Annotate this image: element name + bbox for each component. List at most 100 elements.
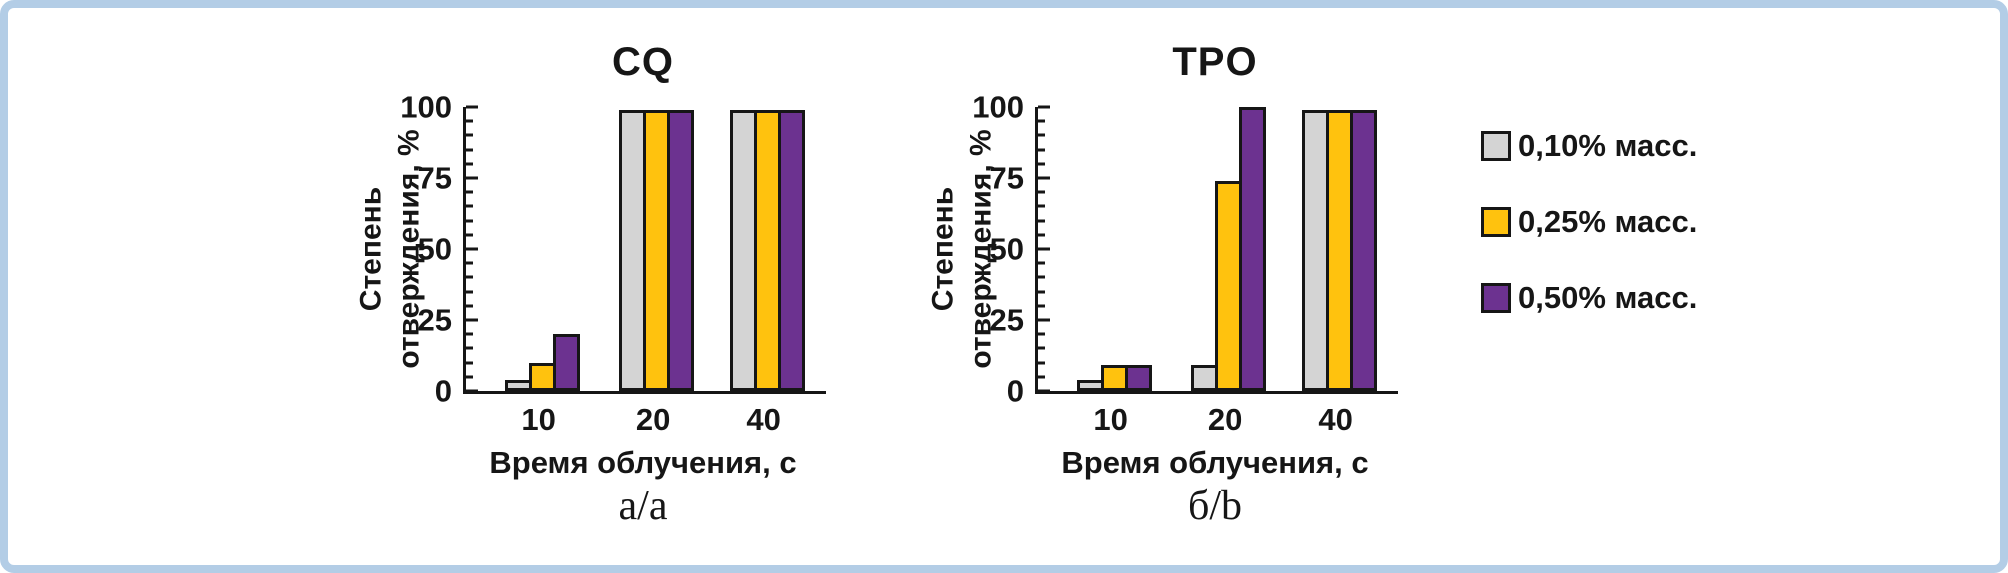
y-minor-tick xyxy=(1038,375,1045,379)
subfigure-caption: б/b xyxy=(1187,483,1243,529)
legend-item: 0,25% масс. xyxy=(1481,204,1697,240)
x-tick-label: 40 xyxy=(746,402,781,437)
y-major-tick xyxy=(466,318,478,322)
y-tick-label: 50 xyxy=(417,231,452,267)
y-minor-tick xyxy=(1038,304,1045,308)
legend: 0,10% масс. 0,25% масс. 0,50% масс. xyxy=(1481,128,1697,356)
bar-group xyxy=(1076,107,1152,391)
y-major-tick xyxy=(1038,318,1050,322)
legend-item: 0,10% масс. xyxy=(1481,128,1697,164)
y-minor-tick xyxy=(1038,275,1045,279)
y-tick-label: 0 xyxy=(434,373,452,409)
y-minor-tick xyxy=(466,332,473,336)
chart-cq: CQ Степень отверждения, % 0 25 50 75 100 10 2… xyxy=(338,26,848,565)
y-tick-labels: 0 25 50 75 100 xyxy=(368,92,452,407)
x-tick-labels: 10 20 40 xyxy=(1035,402,1395,438)
y-tick-label: 0 xyxy=(1006,373,1024,409)
y-minor-tick xyxy=(1038,162,1045,166)
y-minor-tick xyxy=(1038,204,1045,208)
y-minor-tick xyxy=(1038,261,1045,265)
chart-title: TPO xyxy=(1172,40,1258,84)
bar-group xyxy=(619,107,695,391)
y-tick-label: 75 xyxy=(989,160,1024,196)
bar xyxy=(1124,365,1152,391)
y-minor-tick xyxy=(1038,233,1045,237)
bar xyxy=(667,109,695,391)
y-minor-tick xyxy=(466,190,473,194)
bar xyxy=(504,379,532,391)
chart-title: CQ xyxy=(612,40,674,84)
y-major-tick xyxy=(466,105,478,109)
y-major-tick xyxy=(466,176,478,180)
bar xyxy=(1191,365,1219,391)
bar-group xyxy=(504,107,580,391)
y-minor-tick xyxy=(466,290,473,294)
x-tick-labels: 10 20 40 xyxy=(463,402,823,438)
bar xyxy=(619,109,647,391)
legend-label: 0,50% масс. xyxy=(1518,280,1698,315)
bar-group xyxy=(1191,107,1267,391)
legend-label: 0,10% масс. xyxy=(1518,128,1698,163)
y-minor-tick xyxy=(1038,219,1045,223)
bar-group xyxy=(729,107,805,391)
y-major-tick xyxy=(1038,176,1050,180)
y-major-tick xyxy=(1038,247,1050,251)
bar-group xyxy=(1301,107,1377,391)
y-tick-label: 50 xyxy=(989,231,1024,267)
x-axis-title: Время облучения, с xyxy=(489,445,797,480)
bar xyxy=(1215,180,1243,391)
y-tick-labels: 0 25 50 75 100 xyxy=(940,92,1024,407)
legend-swatch-yellow xyxy=(1481,207,1511,237)
bar xyxy=(1301,109,1329,391)
bar xyxy=(729,109,757,391)
y-minor-tick xyxy=(466,162,473,166)
bar xyxy=(643,109,671,391)
bar xyxy=(1076,379,1104,391)
y-major-tick xyxy=(466,389,478,393)
y-tick-label: 100 xyxy=(972,89,1024,125)
y-tick-label: 25 xyxy=(417,302,452,338)
y-minor-tick xyxy=(1038,346,1045,350)
bar xyxy=(528,362,556,391)
y-minor-tick xyxy=(1038,148,1045,152)
y-minor-tick xyxy=(466,133,473,137)
bar xyxy=(753,109,781,391)
legend-label: 0,25% масс. xyxy=(1518,204,1698,239)
y-minor-tick xyxy=(466,261,473,265)
x-axis-title: Время облучения, с xyxy=(1061,445,1369,480)
y-minor-tick xyxy=(1038,361,1045,365)
y-minor-tick xyxy=(466,148,473,152)
y-tick-label: 25 xyxy=(989,302,1024,338)
y-minor-tick xyxy=(466,119,473,123)
bar xyxy=(777,109,805,391)
x-tick-label: 10 xyxy=(521,402,556,437)
y-minor-tick xyxy=(466,275,473,279)
y-minor-tick xyxy=(466,375,473,379)
x-tick-label: 40 xyxy=(1318,402,1353,437)
y-minor-tick xyxy=(1038,190,1045,194)
y-minor-tick xyxy=(466,304,473,308)
y-minor-tick xyxy=(1038,119,1045,123)
y-minor-tick xyxy=(466,346,473,350)
y-minor-tick xyxy=(466,204,473,208)
legend-swatch-purple xyxy=(1481,283,1511,313)
y-minor-tick xyxy=(466,219,473,223)
plot-area xyxy=(1035,105,1398,394)
y-minor-tick xyxy=(1038,133,1045,137)
bar xyxy=(1100,365,1128,391)
legend-item: 0,50% масс. xyxy=(1481,280,1697,316)
x-tick-label: 20 xyxy=(1207,402,1243,437)
bar xyxy=(552,334,580,391)
x-tick-label: 20 xyxy=(635,402,671,437)
y-tick-label: 100 xyxy=(400,89,452,125)
legend-swatch-gray xyxy=(1481,131,1511,161)
y-major-tick xyxy=(466,247,478,251)
y-minor-tick xyxy=(466,233,473,237)
bar xyxy=(1325,109,1353,391)
subfigure-caption: а/а xyxy=(618,483,668,529)
y-major-tick xyxy=(1038,389,1050,393)
y-minor-tick xyxy=(1038,290,1045,294)
y-minor-tick xyxy=(1038,332,1045,336)
y-major-tick xyxy=(1038,105,1050,109)
